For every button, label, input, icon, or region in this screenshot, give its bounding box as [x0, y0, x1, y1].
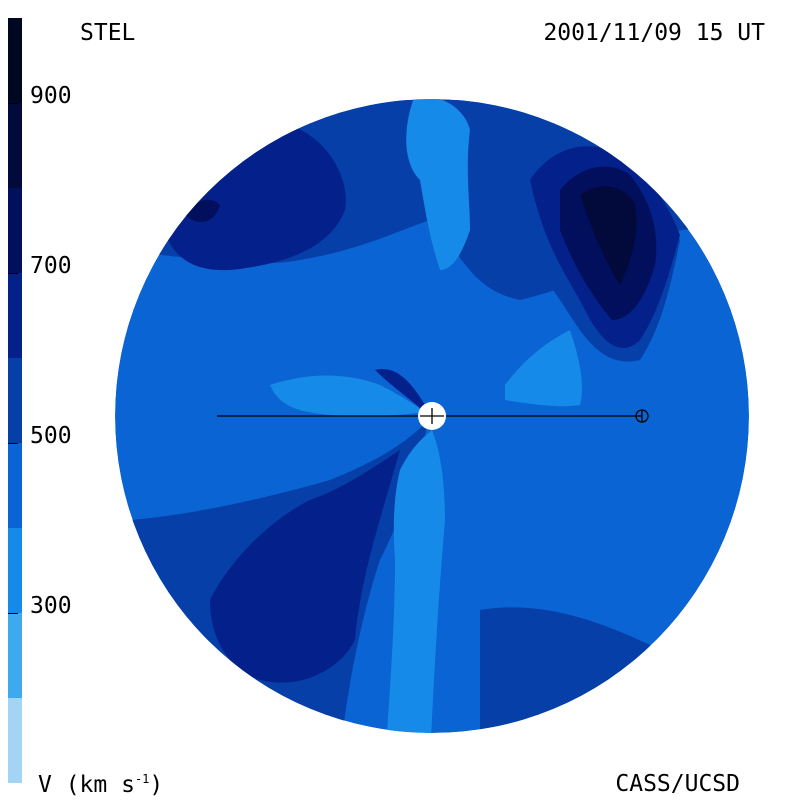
colorbar-tick-label: 900	[30, 83, 72, 109]
colorbar-tick	[8, 613, 18, 614]
units-label: V (km s-1)	[38, 773, 163, 797]
colorbar-tick-label: 500	[30, 423, 72, 449]
velocity-region	[210, 450, 400, 683]
colorbar-segment	[8, 528, 22, 613]
colorbar-segment	[8, 18, 22, 103]
velocity-region	[270, 375, 425, 417]
velocity-region	[406, 99, 470, 270]
velocity-region	[580, 186, 637, 285]
colorbar-tick-label: 700	[30, 253, 72, 279]
colorbar-segment	[8, 698, 22, 783]
units-close: )	[149, 772, 164, 798]
colorbar-segment	[8, 273, 22, 358]
credit-label: CASS/UCSD	[615, 771, 740, 797]
velocity-region	[385, 430, 445, 733]
colorbar-segment	[8, 443, 22, 528]
velocity-region	[505, 330, 582, 407]
timestamp-label: 2001/11/09 15 UT	[543, 20, 765, 46]
colorbar-segment	[8, 358, 22, 443]
velocity-region	[375, 369, 425, 408]
colorbar-segment	[8, 613, 22, 698]
colorbar-segment	[8, 188, 22, 273]
colorbar-tick	[8, 443, 18, 444]
velocity-colorbar	[8, 18, 22, 783]
colorbar-tick-label: 300	[30, 593, 72, 619]
source-label: STEL	[80, 20, 136, 46]
colorbar-tick	[8, 273, 18, 274]
units-exponent: -1	[134, 772, 150, 786]
velocity-region	[160, 125, 346, 271]
colorbar-tick	[8, 103, 18, 104]
units-base: V (km s	[38, 772, 135, 798]
colorbar-segment	[8, 103, 22, 188]
